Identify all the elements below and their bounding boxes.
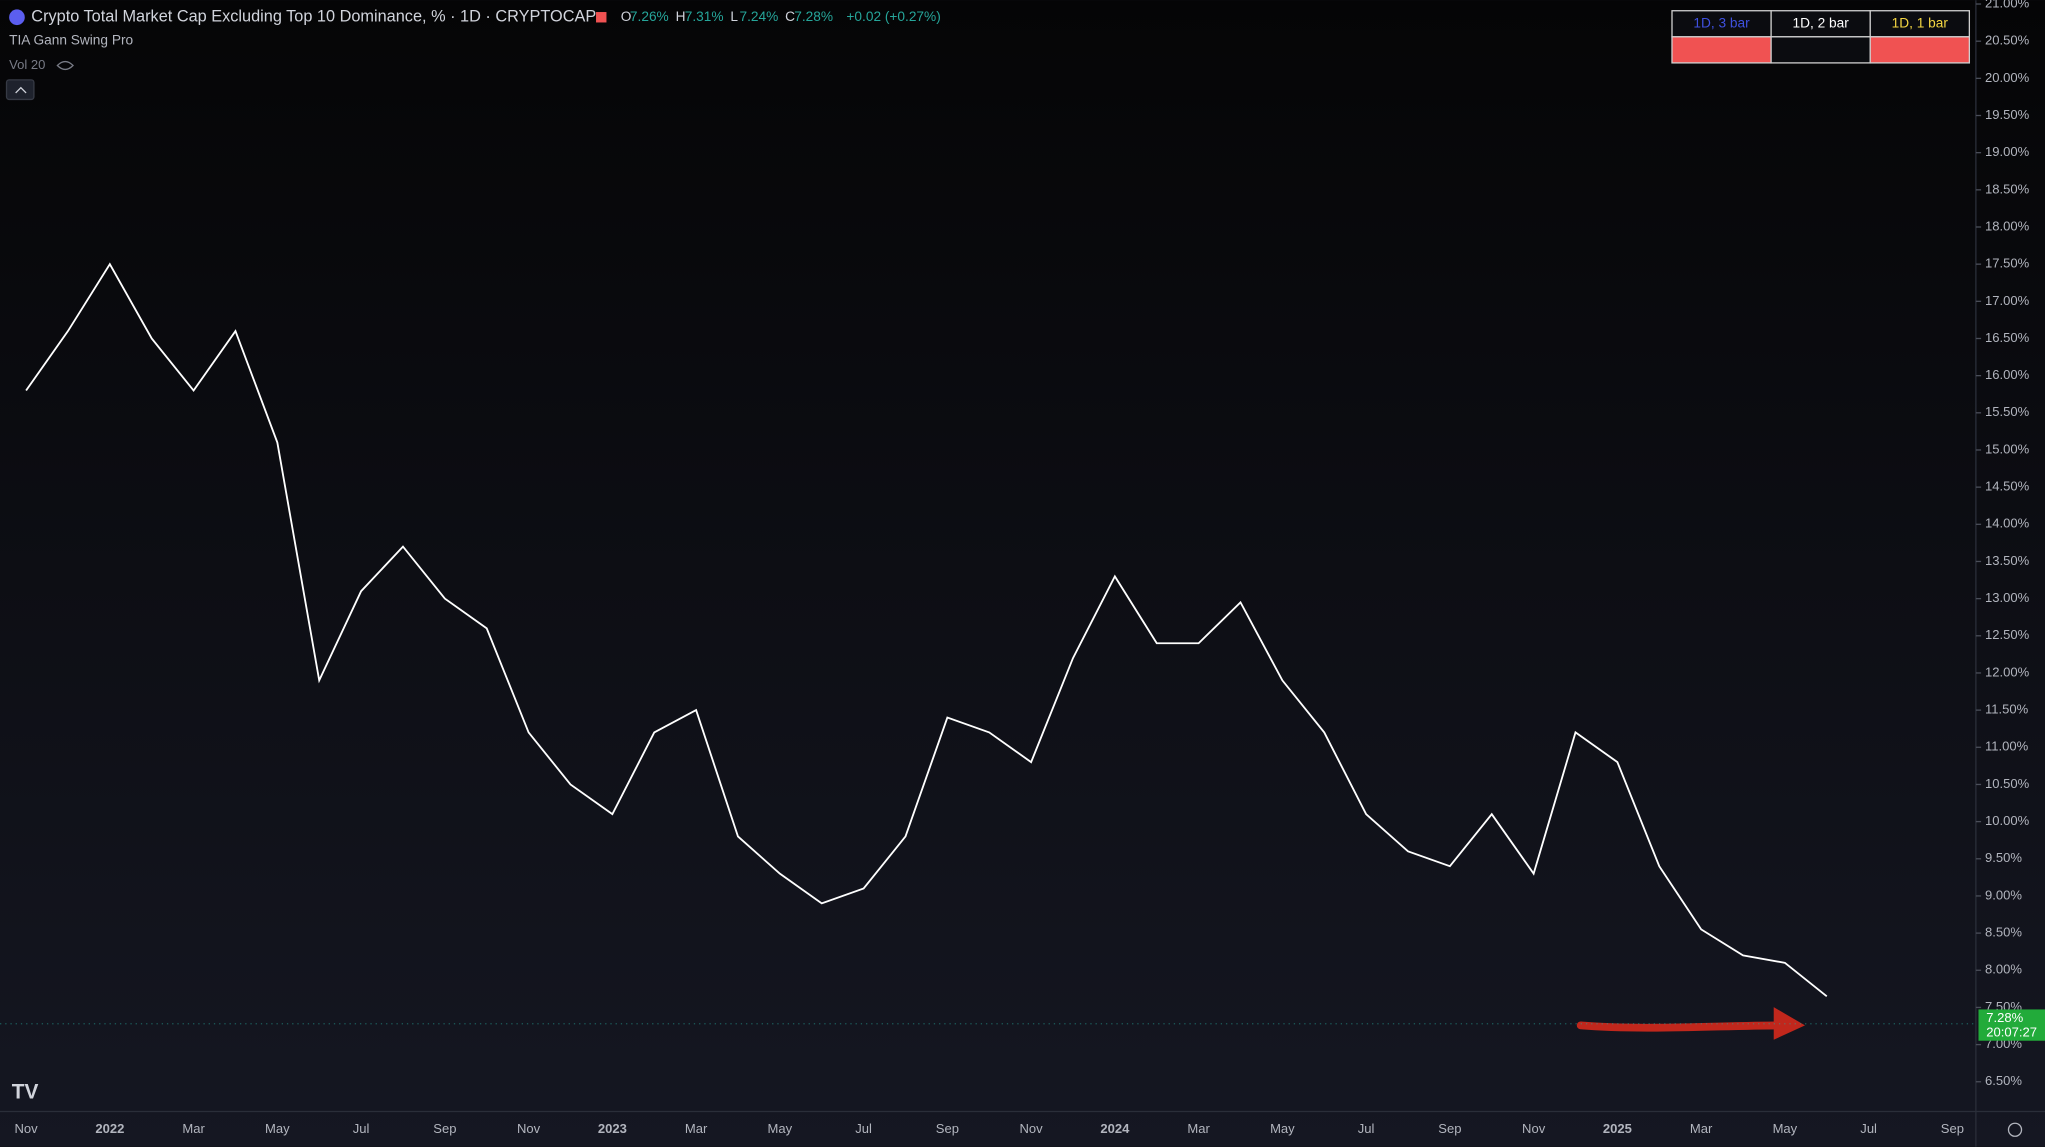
last-value-label: 7.28% [1986, 1010, 2023, 1025]
flag-icon[interactable] [596, 12, 607, 23]
x-tick-label: Jul [353, 1121, 370, 1136]
x-tick-label: Sep [1438, 1121, 1461, 1136]
indicator-name: TIA Gann Swing Pro [9, 32, 133, 47]
collapse-button[interactable] [5, 79, 35, 101]
y-tick-label: 9.00% [1985, 887, 2022, 902]
y-tick-label: 10.00% [1985, 813, 2030, 828]
x-tick-label: Mar [685, 1121, 708, 1136]
series-line [25, 262, 1828, 997]
x-tick-label: 2025 [1603, 1121, 1632, 1136]
ohlc-key: L [730, 9, 738, 24]
x-tick-label: May [1270, 1121, 1295, 1136]
ohlc-value: 7.28% [794, 9, 833, 24]
x-tick-label: Sep [936, 1121, 959, 1136]
y-tick-label: 13.00% [1985, 590, 2030, 605]
countdown: 20:07:27 [1986, 1024, 2037, 1039]
y-tick-label: 8.50% [1985, 925, 2022, 940]
status-cell [1671, 36, 1772, 64]
annotation-arrow [1576, 1021, 1785, 1032]
change: +0.02 (+0.27%) [846, 9, 940, 24]
x-tick-label: Jul [1358, 1121, 1375, 1136]
y-tick-label: 10.50% [1985, 776, 2030, 791]
ohlc-value: 7.24% [739, 9, 778, 24]
last-value-badge [1978, 1009, 2045, 1041]
settings-icon[interactable] [2007, 1122, 2023, 1137]
y-tick-label: 12.00% [1985, 664, 2030, 679]
x-tick-label: May [768, 1121, 793, 1136]
ohlc-key: O [621, 9, 632, 24]
y-tick-label: 19.00% [1985, 144, 2030, 159]
indicator-name: Vol 20 [9, 57, 45, 72]
x-tick-label: 2024 [1100, 1121, 1130, 1136]
ohlc-key: C [785, 9, 795, 24]
chart-title: Crypto Total Market Cap Excluding Top 10… [31, 8, 596, 26]
x-tick-label: Mar [182, 1121, 205, 1136]
y-tick-label: 14.00% [1985, 516, 2030, 531]
y-tick-label: 14.50% [1985, 479, 2030, 494]
table-header: 1D, 1 bar [1892, 15, 1949, 30]
y-tick-label: 18.50% [1985, 181, 2030, 196]
status-cell [1770, 36, 1871, 64]
x-tick-label: 2023 [598, 1121, 627, 1136]
y-tick-label: 12.50% [1985, 627, 2030, 642]
x-tick-label: Mar [1690, 1121, 1713, 1136]
x-tick-label: Nov [1522, 1121, 1546, 1136]
ohlc-legend: O7.26% H 7.31% L 7.24% C 7.28% +0.02 (+0.27%) [621, 9, 941, 24]
logo: TV [12, 1081, 39, 1104]
x-tick-label: May [1773, 1121, 1798, 1136]
x-tick-label: 2022 [95, 1121, 124, 1136]
x-tick-label: Jul [1860, 1121, 1877, 1136]
y-tick-label: 11.00% [1985, 739, 2029, 754]
y-tick-label: 17.50% [1985, 256, 2030, 271]
x-tick-label: Nov [517, 1121, 541, 1136]
x-tick-label: Nov [1020, 1121, 1044, 1136]
y-tick-label: 13.50% [1985, 553, 2030, 568]
x-tick-label: Sep [1941, 1121, 1964, 1136]
y-tick-label: 9.50% [1985, 850, 2022, 865]
y-tick-label: 15.00% [1985, 441, 2030, 456]
ohlc-key: H [676, 9, 686, 24]
table-header: 1D, 3 bar [1693, 15, 1750, 30]
symbol-icon [9, 9, 25, 26]
y-tick-label: 18.00% [1985, 218, 2030, 233]
ohlc-value: 7.26% [630, 9, 669, 24]
table-header: 1D, 2 bar [1793, 15, 1850, 30]
x-tick-label: Sep [433, 1121, 456, 1136]
y-tick-label: 11.50% [1985, 702, 2029, 717]
x-tick-label: Mar [1187, 1121, 1210, 1136]
y-tick-label: 17.00% [1985, 293, 2030, 308]
collapse-icon [15, 86, 27, 94]
visibility-icon[interactable] [56, 60, 74, 71]
y-tick-label: 20.00% [1985, 70, 2030, 85]
y-tick-label: 6.50% [1985, 1073, 2022, 1088]
y-tick-label: 15.50% [1985, 404, 2030, 419]
y-tick-label: 19.50% [1985, 107, 2030, 122]
y-tick-label: 21.00% [1985, 0, 2030, 10]
x-tick-label: May [265, 1121, 290, 1136]
x-tick-label: Jul [855, 1121, 872, 1136]
y-tick-label: 16.00% [1985, 367, 2030, 382]
y-tick-label: 20.50% [1985, 33, 2030, 48]
x-tick-label: Nov [14, 1121, 38, 1136]
status-cell [1869, 36, 1971, 64]
ohlc-value: 7.31% [685, 9, 724, 24]
y-tick-label: 16.50% [1985, 330, 2030, 345]
y-tick-label: 8.00% [1985, 962, 2022, 977]
